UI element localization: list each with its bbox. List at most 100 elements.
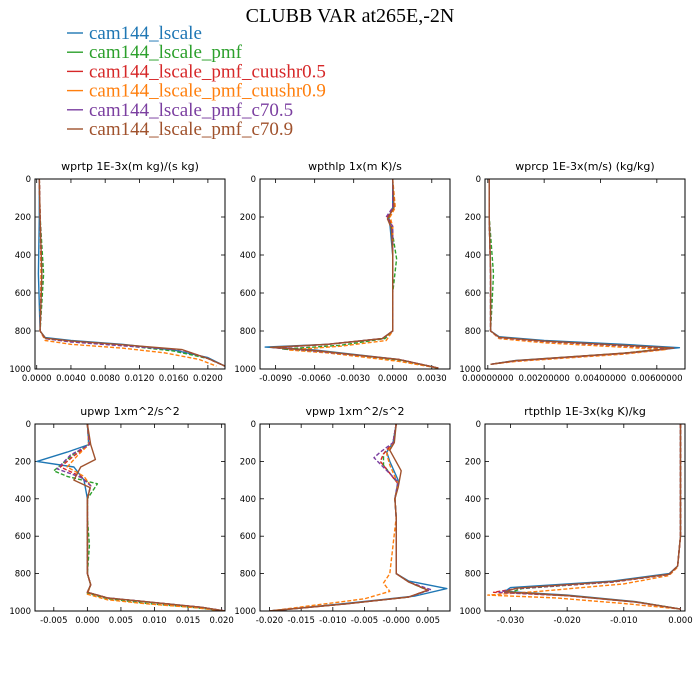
y-tick-label: 200 [15, 213, 31, 223]
series-line-cam144_lscale_pmf [269, 424, 429, 611]
x-tick-label: 0.00000000 [462, 374, 513, 384]
series-line-cam144_lscale [37, 179, 225, 367]
series-line-cam144_lscale_pmf_cuushr0.5 [269, 424, 429, 611]
y-tick-label: 600 [240, 532, 256, 542]
x-tick-label: -0.005 [351, 616, 378, 626]
panel-title: wpthlp 1x(m K)/s [308, 160, 402, 173]
panel-4: upwp 1xm^2/s^2 0 200 400 600 800 1000 -0.005 0.0… [9, 405, 233, 626]
plot-frame [34, 178, 226, 370]
panel-5: vpwp 1xm^2/s^2 0 200 400 600 800 1000-0.020 -0.… [234, 405, 451, 626]
x-tick-label: 0.00200000 [518, 374, 569, 384]
x-tick-label: 0.020 [209, 616, 233, 626]
panel-3: wprcp 1E-3x(m/s) (kg/kg) 0 200 400 600 800 100… [459, 160, 686, 384]
series-group [37, 179, 225, 367]
series-line-cam144_lscale_pmf_cuushr0.5 [38, 179, 225, 367]
series-line-cam144_lscale_pmf_cuushr0.9 [38, 179, 217, 367]
y-tick-label: 400 [465, 251, 481, 261]
x-tick-label: 0.0120 [125, 374, 155, 384]
y-tick-label: 400 [240, 251, 256, 261]
panel-2: wpthlp 1x(m K)/s 0 200 400 600 800 1000-0.0090… [234, 160, 451, 384]
panel-title: upwp 1xm^2/s^2 [80, 405, 180, 418]
figure-title: CLUBB VAR at265E,-2N [246, 5, 455, 27]
series-line-cam144_lscale_pmf_cuushr0.5 [488, 179, 672, 365]
series-line-cam144_lscale_pmf_cuushr0.9 [487, 424, 682, 610]
series-line-cam144_lscale_pmf_c70.9 [269, 179, 439, 369]
y-tick-label: 200 [240, 213, 256, 223]
series-line-cam144_lscale_pmf [53, 424, 225, 611]
series-line-cam144_lscale_pmf_cuushr0.9 [287, 179, 439, 369]
y-tick-label: 1000 [9, 365, 31, 375]
series-group [487, 424, 682, 610]
series-line-cam144_lscale_pmf_c70.9 [269, 424, 429, 611]
series-line-cam144_lscale_pmf_c70.5 [38, 179, 225, 367]
plot-frame [484, 178, 686, 370]
x-tick-label: -0.030 [497, 616, 524, 626]
series-line-cam144_lscale_pmf_c70.5 [488, 179, 675, 365]
y-tick-label: 600 [15, 289, 31, 299]
series-line-cam144_lscale_pmf_cuushr0.5 [274, 179, 439, 369]
plot-frame [259, 178, 451, 370]
legend-label-3: cam144_lscale_pmf_cuushr0.9 [89, 81, 326, 102]
y-tick-label: 800 [15, 570, 31, 580]
y-tick-label: 200 [15, 457, 31, 467]
panel-title: wprcp 1E-3x(m/s) (kg/kg) [515, 160, 654, 173]
y-tick-label: 1000 [9, 607, 31, 617]
panel-title: rtpthlp 1E-3x(kg K)/kg [524, 405, 646, 418]
y-tick-label: 1000 [234, 607, 256, 617]
x-tick-label: 0.0080 [90, 374, 120, 384]
y-tick-label: 400 [240, 495, 256, 505]
y-tick-label: 600 [465, 532, 481, 542]
series-line-cam144_lscale [488, 179, 681, 365]
series-line-cam144_lscale_pmf_c70.5 [56, 424, 225, 611]
y-tick-label: 800 [240, 570, 256, 580]
legend-label-0: cam144_lscale [89, 23, 202, 44]
x-tick-label: 0.00400000 [575, 374, 626, 384]
panel-title: vpwp 1xm^2/s^2 [305, 405, 404, 418]
y-tick-label: 800 [15, 327, 31, 337]
x-tick-label: 0.0040 [56, 374, 86, 384]
series-group [264, 179, 439, 369]
x-tick-label: -0.0030 [337, 374, 370, 384]
legend-label-2: cam144_lscale_pmf_cuushr0.5 [89, 61, 326, 82]
x-tick-label: -0.0060 [298, 374, 331, 384]
panel-6: rtpthlp 1E-3x(kg K)/kg 0 200 400 600 800 1000 -… [459, 405, 692, 626]
x-tick-label: 0.005 [109, 616, 133, 626]
y-tick-label: 200 [465, 457, 481, 467]
panel-1: wprtp 1E-3x(m kg)/(s kg) 0 200 400 600 800 100… [9, 160, 226, 384]
x-tick-label: 0.005 [416, 616, 440, 626]
legend-label-5: cam144_lscale_pmf_c70.9 [89, 119, 293, 140]
x-tick-label: 0.00600000 [631, 374, 682, 384]
x-tick-label: -0.0090 [259, 374, 292, 384]
x-tick-label: 0.0000 [22, 374, 52, 384]
y-tick-label: 800 [465, 327, 481, 337]
y-tick-label: 0 [26, 420, 31, 430]
series-line-cam144_lscale_pmf [509, 424, 682, 610]
y-tick-label: 1000 [459, 607, 481, 617]
x-tick-label: -0.010 [319, 616, 346, 626]
legend-label-1: cam144_lscale_pmf [89, 42, 243, 63]
series-line-cam144_lscale_pmf [488, 179, 669, 365]
y-tick-label: 600 [465, 289, 481, 299]
series-group [488, 179, 681, 365]
x-tick-label: 0.0000 [378, 374, 408, 384]
series-line-cam144_lscale_pmf_c70.9 [38, 179, 225, 367]
panels: wprtp 1E-3x(m kg)/(s kg) 0 200 400 600 800 100… [9, 160, 692, 626]
y-tick-label: 1000 [459, 365, 481, 375]
series-line-cam144_lscale [264, 179, 439, 369]
legend: cam144_lscalecam144_lscale_pmfcam144_lsc… [67, 23, 326, 140]
x-tick-label: 0.0160 [159, 374, 189, 384]
y-tick-label: 0 [251, 420, 256, 430]
series-line-cam144_lscale [504, 424, 682, 610]
series-line-cam144_lscale_pmf_c70.9 [73, 424, 225, 611]
y-tick-label: 200 [465, 213, 481, 223]
series-line-cam144_lscale_pmf_c70.5 [272, 179, 439, 369]
series-line-cam144_lscale_pmf_c70.9 [504, 424, 682, 610]
x-tick-label: 0.0030 [417, 374, 447, 384]
series-line-cam144_lscale [269, 424, 448, 611]
y-tick-label: 0 [476, 420, 481, 430]
y-tick-label: 800 [240, 327, 256, 337]
x-tick-label: -0.000 [382, 616, 409, 626]
y-tick-label: 0 [26, 175, 31, 185]
legend-label-4: cam144_lscale_pmf_c70.5 [89, 100, 293, 121]
